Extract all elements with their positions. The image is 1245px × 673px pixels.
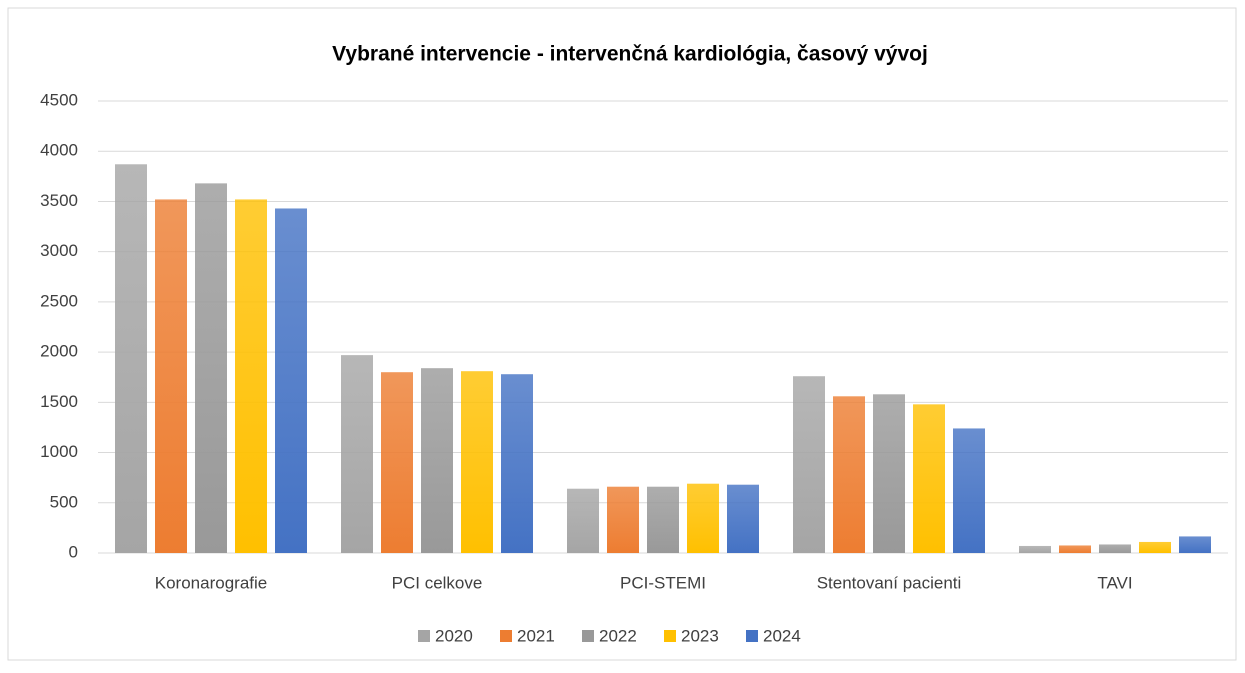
bar <box>833 396 865 553</box>
bar <box>115 164 147 553</box>
bar <box>607 486 639 553</box>
bar <box>873 394 905 553</box>
legend-swatch <box>418 630 430 642</box>
y-tick-label: 2500 <box>40 291 78 310</box>
chart-frame <box>7 7 1237 661</box>
bar <box>1139 541 1171 553</box>
bar <box>381 372 413 553</box>
bar <box>913 404 945 553</box>
legend-swatch <box>664 630 676 642</box>
legend-label: 2024 <box>763 626 801 645</box>
y-tick-label: 1500 <box>40 392 78 411</box>
y-tick-label: 2000 <box>40 342 78 361</box>
y-tick-label: 4000 <box>40 141 78 160</box>
y-tick-label: 4500 <box>40 90 78 109</box>
bar <box>461 371 493 553</box>
bar <box>1019 545 1051 553</box>
y-tick-label: 500 <box>50 492 78 511</box>
bar <box>727 484 759 553</box>
y-tick-label: 1000 <box>40 442 78 461</box>
x-tick-label: Stentovaní pacienti <box>817 573 962 592</box>
bar <box>501 374 533 553</box>
bar <box>341 355 373 553</box>
bar <box>953 428 985 553</box>
x-tick-label: Koronarografie <box>155 573 267 592</box>
legend-label: 2021 <box>517 626 555 645</box>
x-tick-label: TAVI <box>1097 573 1132 592</box>
legend-label: 2020 <box>435 626 473 645</box>
x-tick-label: PCI celkove <box>392 573 483 592</box>
y-tick-label: 3000 <box>40 241 78 260</box>
bar <box>793 376 825 553</box>
y-tick-label: 3500 <box>40 191 78 210</box>
legend-swatch <box>500 630 512 642</box>
bar <box>195 183 227 553</box>
legend-label: 2023 <box>681 626 719 645</box>
bar <box>1179 536 1211 553</box>
bar <box>687 483 719 553</box>
legend-swatch <box>582 630 594 642</box>
bar <box>567 488 599 553</box>
chart-title: Vybrané intervencie - intervenčná kardio… <box>332 43 928 66</box>
bar <box>1059 545 1091 553</box>
y-tick-label: 0 <box>69 542 78 561</box>
bar <box>155 199 187 554</box>
bar <box>1099 544 1131 553</box>
legend-swatch <box>746 630 758 642</box>
bar <box>235 199 267 554</box>
x-tick-label: PCI-STEMI <box>620 573 706 592</box>
bar <box>275 208 307 553</box>
bar <box>647 486 679 553</box>
bar <box>421 368 453 553</box>
legend-label: 2022 <box>599 626 637 645</box>
